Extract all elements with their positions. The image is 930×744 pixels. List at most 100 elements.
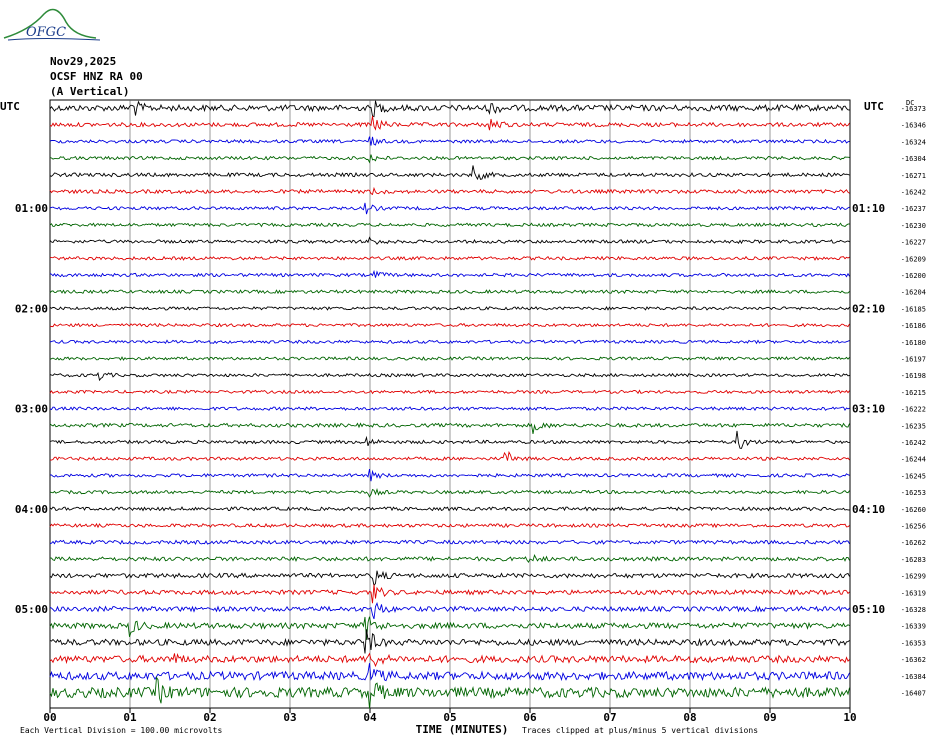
dc-offset-label: -16209 bbox=[901, 255, 926, 263]
ofgc-logo: OFGC bbox=[0, 0, 110, 48]
seismic-trace bbox=[49, 222, 850, 228]
dc-offset-label: -16304 bbox=[901, 155, 926, 163]
seismic-trace bbox=[49, 115, 850, 131]
seismic-trace bbox=[49, 539, 850, 545]
seismic-trace bbox=[49, 406, 850, 412]
x-tick-label: 00 bbox=[43, 711, 56, 724]
right-hour-label: 01:10 bbox=[852, 202, 885, 215]
dc-offset-label: -16227 bbox=[901, 239, 926, 247]
x-tick-label: 09 bbox=[763, 711, 776, 724]
dc-offset-label: -16384 bbox=[901, 673, 926, 681]
seismic-trace bbox=[49, 570, 850, 587]
header-station: OCSF HNZ RA 00 bbox=[50, 70, 143, 83]
left-hour-label: 03:00 bbox=[15, 403, 48, 416]
seismic-trace bbox=[49, 422, 850, 434]
logo-text: OFGC bbox=[26, 25, 67, 40]
dc-offset-label: -16242 bbox=[901, 189, 926, 197]
x-tick-label: 04 bbox=[363, 711, 377, 724]
seismic-trace bbox=[49, 663, 850, 682]
dc-offset-label: -16262 bbox=[901, 539, 926, 547]
seismic-trace bbox=[49, 371, 850, 382]
dc-header: DC bbox=[906, 99, 914, 107]
seismic-trace bbox=[49, 236, 850, 245]
dc-offset-label: -16186 bbox=[901, 322, 926, 330]
dc-offset-label: -16244 bbox=[901, 456, 926, 464]
left-axis-title: UTC bbox=[0, 100, 20, 113]
left-hour-label: 01:00 bbox=[15, 202, 48, 215]
seismic-trace bbox=[49, 255, 850, 261]
right-axis-title: UTC bbox=[864, 100, 884, 113]
dc-offset-label: -16245 bbox=[901, 472, 926, 480]
seismic-trace bbox=[49, 602, 850, 620]
right-hour-label: 02:10 bbox=[852, 302, 885, 315]
seismic-trace bbox=[49, 339, 850, 345]
dc-offset-label: -16198 bbox=[901, 372, 926, 380]
dc-offset-label: -16197 bbox=[901, 356, 926, 364]
seismic-trace bbox=[49, 165, 850, 181]
dc-offset-label: -16204 bbox=[901, 289, 926, 297]
dc-offset-label: -16260 bbox=[901, 506, 926, 514]
seismic-trace bbox=[49, 154, 850, 164]
dc-offset-label: -16271 bbox=[901, 172, 926, 180]
dc-offset-label: -16407 bbox=[901, 690, 926, 698]
dc-offset-label: -16373 bbox=[901, 105, 926, 113]
x-tick-label: 03 bbox=[283, 711, 296, 724]
seismic-trace bbox=[49, 652, 850, 668]
seismic-trace bbox=[49, 136, 850, 146]
x-tick-label: 05 bbox=[443, 711, 456, 724]
dc-offset-label: -16185 bbox=[901, 305, 926, 313]
dc-offset-label: -16362 bbox=[901, 656, 926, 664]
left-hour-label: 04:00 bbox=[15, 503, 48, 516]
right-hour-label: 04:10 bbox=[852, 503, 885, 516]
seismic-trace bbox=[49, 430, 850, 449]
dc-offset-label: -16222 bbox=[901, 406, 926, 414]
seismic-trace bbox=[49, 356, 850, 361]
dc-offset-label: -16215 bbox=[901, 389, 926, 397]
seismic-trace bbox=[49, 584, 850, 604]
dc-offset-label: -16256 bbox=[901, 523, 926, 531]
dc-offset-label: -16324 bbox=[901, 138, 926, 146]
ofgc-mountain-logo-icon bbox=[3, 8, 101, 41]
dc-offset-label: -16353 bbox=[901, 639, 926, 647]
seismic-trace bbox=[49, 389, 850, 395]
clip-note: Traces clipped at plus/minus 5 vertical … bbox=[522, 726, 758, 735]
dc-offset-label: -16230 bbox=[901, 222, 926, 230]
dc-offset-label: -16253 bbox=[901, 489, 926, 497]
seismic-trace bbox=[49, 629, 850, 654]
x-tick-label: 10 bbox=[843, 711, 856, 724]
right-hour-label: 03:10 bbox=[852, 403, 885, 416]
dc-offset-label: -16328 bbox=[901, 606, 926, 614]
seismic-trace bbox=[49, 522, 850, 529]
seismic-trace bbox=[49, 616, 850, 640]
seismic-trace bbox=[49, 269, 850, 278]
header-component: (A Vertical) bbox=[50, 85, 130, 98]
seismic-trace bbox=[49, 322, 850, 328]
dc-offset-label: -16242 bbox=[901, 439, 926, 447]
right-hour-label: 05:10 bbox=[852, 603, 885, 616]
dc-offset-label: -16237 bbox=[901, 205, 926, 213]
dc-offset-label: -16339 bbox=[901, 623, 926, 631]
x-tick-label: 08 bbox=[683, 711, 696, 724]
dc-offset-label: -16235 bbox=[901, 422, 926, 430]
seismic-trace bbox=[49, 289, 850, 295]
seismic-trace bbox=[49, 450, 850, 462]
seismic-trace bbox=[49, 553, 850, 564]
seismic-trace bbox=[49, 100, 850, 118]
seismic-trace bbox=[49, 186, 850, 196]
dc-offset-label: -16180 bbox=[901, 339, 926, 347]
dc-offset-label: -16319 bbox=[901, 589, 926, 597]
x-tick-label: 07 bbox=[603, 711, 616, 724]
x-tick-label: 02 bbox=[203, 711, 216, 724]
seismic-trace bbox=[49, 506, 850, 512]
left-hour-label: 02:00 bbox=[15, 302, 48, 315]
dc-offset-label: -16346 bbox=[901, 122, 926, 130]
x-axis-label: TIME (MINUTES) bbox=[416, 723, 509, 736]
seismic-trace bbox=[49, 469, 850, 482]
seismic-trace bbox=[49, 676, 850, 709]
dc-offset-label: -16200 bbox=[901, 272, 926, 280]
dc-offset-label: -16283 bbox=[901, 556, 926, 564]
x-tick-label: 01 bbox=[123, 711, 137, 724]
seismic-trace bbox=[49, 487, 850, 498]
seismic-trace bbox=[49, 202, 850, 215]
